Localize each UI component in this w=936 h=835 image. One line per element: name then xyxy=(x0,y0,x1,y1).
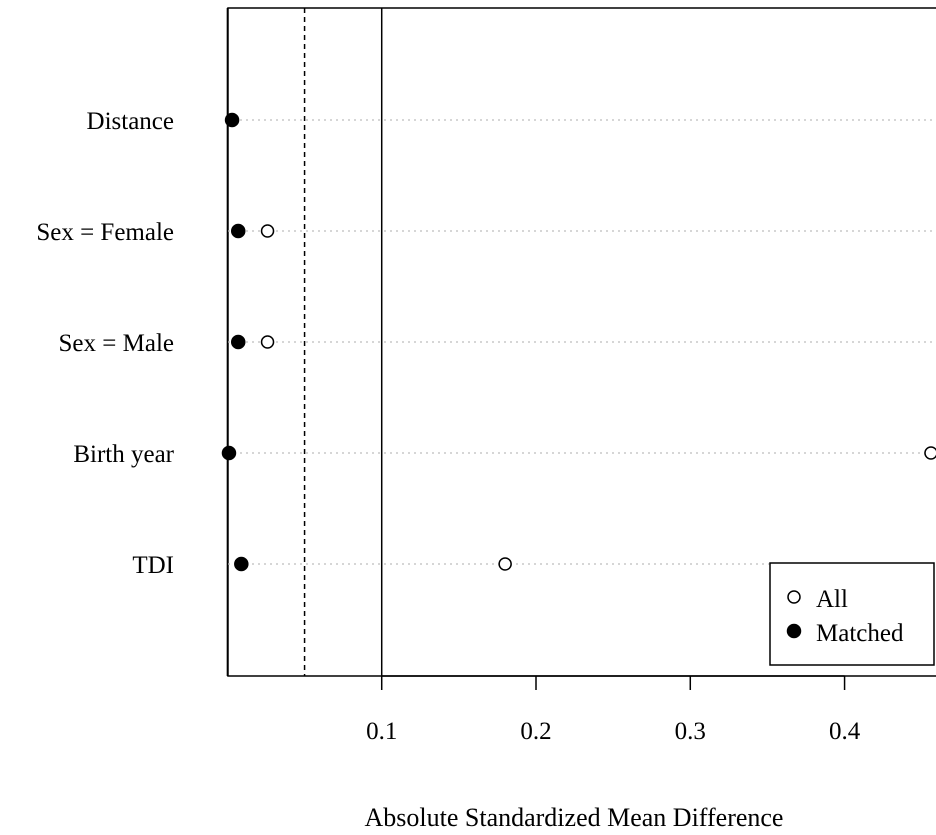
point-matched xyxy=(234,556,249,572)
category-label: Sex = Female xyxy=(36,219,174,246)
point-matched xyxy=(230,334,246,350)
category-label: Sex = Male xyxy=(59,330,174,357)
legend-label-all: All xyxy=(816,586,848,613)
point-matched xyxy=(230,223,246,239)
x-tick-label: 0.2 xyxy=(520,718,551,745)
category-label: Distance xyxy=(87,108,174,135)
data-points xyxy=(221,112,936,572)
point-all xyxy=(260,224,275,238)
category-label: TDI xyxy=(132,552,174,579)
legend-marker-matched xyxy=(786,623,802,639)
legend-marker-all xyxy=(787,590,801,604)
x-tick-label: 0.1 xyxy=(366,718,397,745)
point-all xyxy=(924,446,936,460)
gridlines xyxy=(228,119,936,565)
reference-lines xyxy=(226,8,383,676)
legend-box xyxy=(769,562,935,666)
x-axis-label: Absolute Standardized Mean Difference xyxy=(365,803,784,832)
point-all xyxy=(498,557,512,571)
x-tick-label: 0.3 xyxy=(675,718,706,745)
legend-label-matched: Matched xyxy=(816,620,904,647)
point-matched xyxy=(221,445,237,461)
point-all xyxy=(260,335,275,349)
category-labels: Distance Sex = Female Sex = Male Birth year… xyxy=(36,108,174,579)
category-label: Birth year xyxy=(73,441,174,468)
x-axis: 0.1 0.2 0.3 0.4 xyxy=(366,675,861,745)
x-tick-label: 0.4 xyxy=(829,718,861,745)
legend: All Matched xyxy=(769,562,935,666)
point-matched xyxy=(224,112,240,128)
